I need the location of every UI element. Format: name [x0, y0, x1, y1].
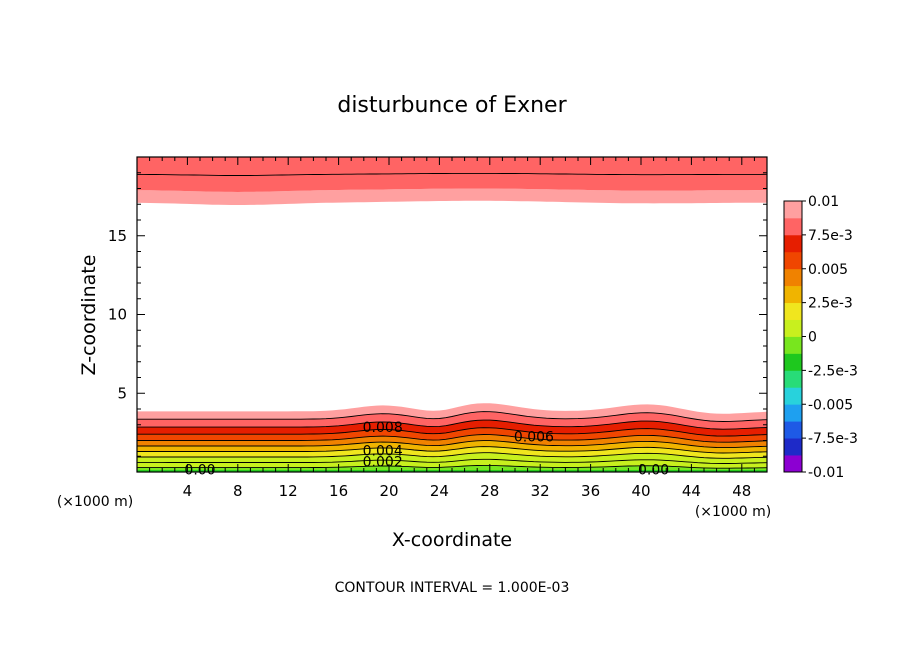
- contour-band-top-1: [137, 173, 767, 192]
- contour-band-bottom-6: [137, 427, 767, 443]
- contour-band-bottom-7: [137, 420, 767, 437]
- y-tick-label: 10: [108, 306, 127, 324]
- x-tick-label: 36: [581, 482, 600, 500]
- contour-line-bottom-7: [137, 419, 768, 430]
- x-tick-label: 40: [631, 482, 650, 500]
- x-tick-label: 32: [531, 482, 550, 500]
- y-axis-label: Z-coordinate: [78, 255, 100, 376]
- contour-label: 0.006: [514, 429, 554, 445]
- colorbar-tick-label: -2.5e-3: [808, 363, 858, 379]
- chart-title: disturbunce of Exner: [337, 93, 567, 118]
- x-unit-label-right: (×1000 m): [695, 504, 771, 520]
- contour-band-bottom-8: [137, 411, 767, 430]
- colorbar-swatch: [784, 438, 802, 456]
- colorbar-swatch: [784, 285, 802, 304]
- contour-label: 0.008: [363, 420, 403, 436]
- x-tick-label: 24: [430, 482, 449, 500]
- colorbar-swatch: [784, 370, 802, 388]
- x-tick-label: 16: [329, 482, 348, 500]
- contour-line-bottom-1: [137, 458, 768, 464]
- colorbar-swatch: [784, 234, 802, 253]
- x-tick-label: 8: [233, 482, 243, 500]
- contour-line-bottom-5: [137, 434, 768, 443]
- contour-label: 0.002: [363, 455, 403, 471]
- colorbar-swatch: [784, 455, 802, 473]
- colorbar-swatch: [784, 319, 802, 337]
- colorbar-swatch: [784, 268, 802, 287]
- contour-band-bottom-5: [137, 434, 767, 448]
- colorbar: 0.01 7.5e-3 0.005 2.5e-3 0 -2.5e-3 -0.005 -7.5e…: [783, 194, 858, 481]
- contour-lines: [137, 172, 768, 469]
- colorbar-swatch: [784, 251, 802, 270]
- y-axis: 5 10 15: [108, 156, 767, 473]
- x-tick-label: 48: [732, 482, 751, 500]
- contour-line-bottom-3: [137, 446, 768, 454]
- colorbar-tick-label: 2.5e-3: [808, 296, 853, 312]
- contour-line-bottom-0: [137, 464, 768, 469]
- colorbar-swatch: [784, 421, 802, 439]
- y-tick-label: 15: [108, 227, 127, 245]
- y-tick-label: 5: [117, 384, 127, 402]
- contour-interval-note: CONTOUR INTERVAL = 1.000E-03: [335, 580, 570, 596]
- contour-line-bottom-4: [137, 440, 768, 449]
- colorbar-tick-label: -0.01: [808, 465, 844, 481]
- contour-band-top-2: [137, 157, 767, 176]
- colorbar-swatch: [784, 302, 802, 320]
- colorbar-tick-label: 0.01: [808, 194, 839, 210]
- colorbar-swatch: [784, 404, 802, 422]
- colorbar-swatch: [784, 387, 802, 405]
- colorbar-tick-label: -7.5e-3: [808, 431, 858, 447]
- contour-band-top-0: [137, 188, 767, 205]
- colorbar-swatch: [784, 217, 802, 236]
- contour-label: 0.004: [363, 444, 403, 460]
- x-tick-label: 20: [379, 482, 398, 500]
- x-tick-label: 28: [480, 482, 499, 500]
- colorbar-tick-label: 7.5e-3: [808, 228, 853, 244]
- colorbar-swatch: [784, 336, 802, 354]
- contour-band-bottom-9: [137, 403, 767, 422]
- colorbar-tick-label: 0: [808, 330, 817, 346]
- x-tick-label: 12: [279, 482, 298, 500]
- x-unit-label-left: (×1000 m): [57, 494, 133, 510]
- colorbar-swatch: [784, 201, 802, 219]
- contour-line-bottom-8: [137, 411, 768, 422]
- x-tick-label: 44: [682, 482, 701, 500]
- x-axis-label: X-coordinate: [392, 529, 512, 551]
- colorbar-tick-label: 0.005: [808, 262, 848, 278]
- contour-line-bottom-6: [137, 427, 768, 437]
- contour-line-top-0: [137, 172, 768, 176]
- contour-line-bottom-2: [137, 452, 768, 459]
- x-tick-label: 4: [183, 482, 193, 500]
- colorbar-tick-label: -0.005: [808, 397, 853, 413]
- colorbar-swatch: [784, 353, 802, 371]
- x-axis: 4 8 12 16 20 24 28 32 36 40 44 48: [136, 157, 768, 500]
